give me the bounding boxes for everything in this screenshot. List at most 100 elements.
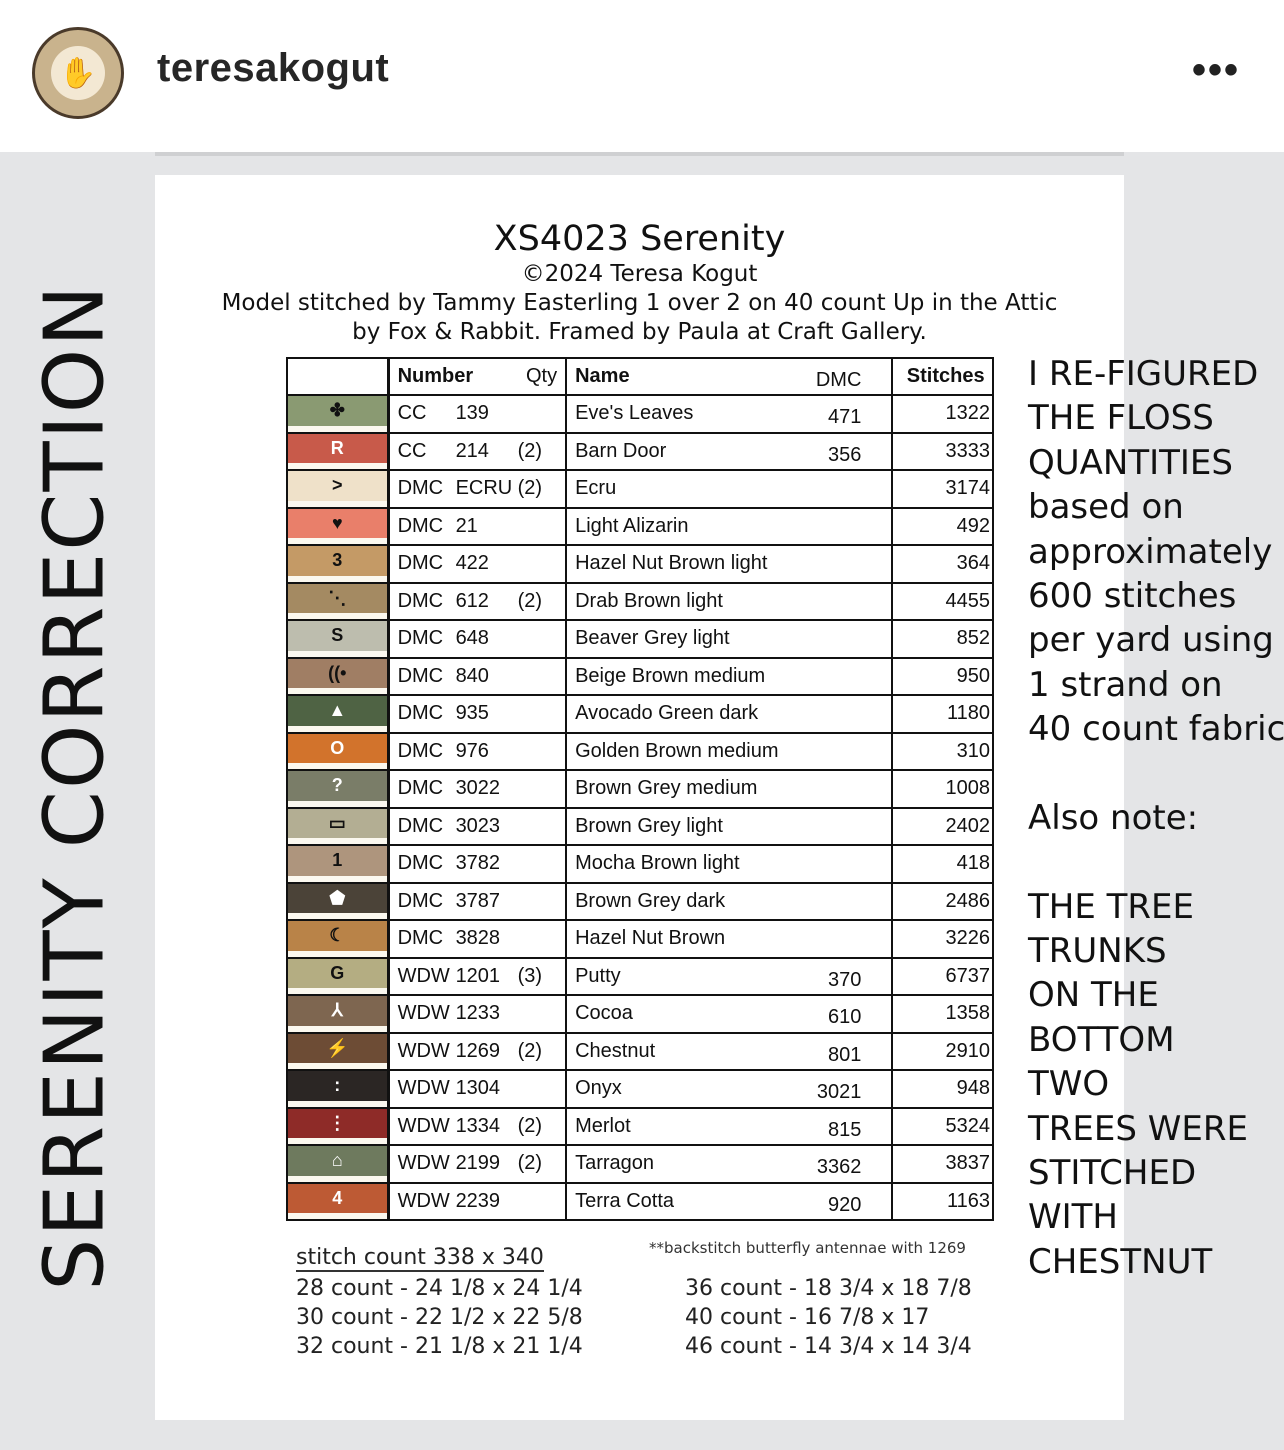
floss-name: Chestnut [575, 1039, 656, 1062]
stitches-cell: 1322 [891, 394, 994, 434]
stitch-count: stitch count 338 x 340 [296, 1245, 544, 1272]
floss-name: Drab Brown light [575, 589, 723, 612]
floss-number: 648 [455, 627, 489, 650]
number-cell: DMC 3022 [387, 769, 568, 809]
color-swatch: 4 [288, 1183, 387, 1213]
color-swatch: ((• [288, 658, 387, 688]
name-cell: Terra Cotta 920 [565, 1181, 894, 1221]
table-row: : WDW 1304 Onyx 3021 948 [285, 1069, 994, 1109]
number-cell: DMC 648 [387, 619, 568, 659]
avatar[interactable]: ✋ [32, 27, 124, 119]
brand: DMC [397, 814, 444, 837]
stitches-cell: 364 [891, 544, 994, 584]
table-row: ⌂ WDW 2199 (2) Tarragon 3362 3837 [285, 1144, 994, 1184]
symbol-cell: > [285, 469, 390, 509]
note-line: based on [1028, 487, 1184, 528]
number-cell: CC 214 (2) [387, 431, 568, 471]
color-swatch: ⚡ [288, 1033, 387, 1063]
name-cell: Ecru [565, 469, 894, 509]
qty: (2) [517, 477, 543, 500]
more-horizontal-icon[interactable]: ••• [1192, 48, 1241, 92]
stitches-cell: 1180 [891, 694, 994, 734]
brand: DMC [397, 702, 444, 725]
swatch-stripe [288, 875, 387, 882]
number-cell: WDW 2199 (2) [387, 1144, 568, 1184]
number-cell: DMC ECRU (2) [387, 469, 568, 509]
brand: WDW [397, 1002, 450, 1025]
stitches-cell: 3174 [891, 469, 994, 509]
floss-name: Hazel Nut Brown [575, 927, 726, 950]
brand: CC [397, 402, 427, 425]
number-cell: DMC 840 [387, 656, 568, 696]
stitches-cell: 3333 [891, 431, 994, 471]
number-cell: WDW 1233 [387, 994, 568, 1034]
qty: (2) [517, 589, 543, 612]
stitches-cell: 492 [891, 506, 994, 546]
size-item: 30 count - 22 1/2 x 22 5/8 [296, 1305, 583, 1330]
swatch-stripe [288, 650, 387, 657]
swatch-stripe [288, 500, 387, 507]
qty: (2) [517, 439, 543, 462]
floss-name: Ecru [575, 477, 617, 500]
number-cell: CC 139 [387, 394, 568, 434]
stitches-cell: 1163 [891, 1181, 994, 1221]
table-header: Number Qty Name DMC Stitches [285, 357, 994, 396]
floss-number: 2239 [455, 1189, 501, 1212]
floss-number: 1269 [455, 1039, 501, 1062]
table-row: 3 DMC 422 Hazel Nut Brown light 364 [285, 544, 994, 584]
swatch-stripe [288, 1175, 387, 1182]
brand: DMC [397, 664, 444, 687]
stitches-cell: 3837 [891, 1144, 994, 1184]
floss-number: 1233 [455, 1002, 501, 1025]
floss-number: 139 [455, 402, 489, 425]
backstitch-note: **backstitch butterfly antennae with 126… [649, 1239, 966, 1257]
username-link[interactable]: teresakogut [157, 46, 390, 90]
note-line: STITCHED [1028, 1153, 1197, 1194]
swatch-stripe [288, 613, 387, 619]
size-item: 28 count - 24 1/8 x 24 1/4 [296, 1276, 583, 1301]
stitches-cell: 950 [891, 656, 994, 696]
floss-number: 3022 [455, 777, 501, 800]
number-cell: WDW 1269 (2) [387, 1031, 568, 1071]
symbol-cell: 3 [285, 544, 390, 584]
name-cell: Tarragon 3362 [565, 1144, 894, 1184]
table-row: ? DMC 3022 Brown Grey medium 1008 [285, 769, 994, 809]
swatch-stripe [288, 725, 387, 732]
qty-label: Qty [525, 365, 558, 387]
note-line: TWO [1028, 1064, 1110, 1105]
symbol-icon: ⋱ [328, 587, 347, 608]
correction-note: I RE-FIGURED THE FLOSS QUANTITIES based on a… [1028, 352, 1284, 1284]
note-line: Also note: [1028, 797, 1199, 838]
dmc-equivalent: 3021 [816, 1081, 862, 1103]
brand: DMC [397, 552, 444, 575]
floss-number: 1201 [455, 964, 501, 987]
floss-name: Merlot [575, 1114, 631, 1137]
dmc-equivalent: 3362 [816, 1156, 862, 1178]
floss-name: Barn Door [575, 439, 667, 462]
table-row: ⬟ DMC 3787 Brown Grey dark 2486 [285, 881, 994, 921]
brand: DMC [397, 477, 444, 500]
size-item: 36 count - 18 3/4 x 18 7/8 [685, 1276, 972, 1301]
name-cell: Onyx 3021 [565, 1069, 894, 1109]
number-cell: DMC 21 [387, 506, 568, 546]
number-cell: WDW 1201 (3) [387, 956, 568, 996]
table-row: > DMC ECRU (2) Ecru 3174 [285, 469, 994, 509]
symbol-icon: ✤ [329, 400, 345, 421]
number-cell: DMC 935 [387, 694, 568, 734]
swatch-stripe [288, 425, 387, 432]
note-line: 600 stitches [1028, 575, 1237, 616]
floss-number: 214 [455, 439, 489, 462]
floss-table: Number Qty Name DMC Stitches ✤ CC 139 Eve's L… [285, 357, 994, 1221]
symbol-cell: O [285, 731, 390, 771]
brand: DMC [397, 852, 444, 875]
color-swatch: ▭ [288, 808, 387, 838]
stitches-cell: 948 [891, 1069, 994, 1109]
symbol-icon: S [331, 625, 344, 646]
symbol-icon: ⌂ [331, 1150, 343, 1171]
dmc-equivalent: 610 [828, 1006, 862, 1028]
floss-name: Terra Cotta [575, 1189, 675, 1212]
note-line: QUANTITIES [1028, 442, 1233, 483]
symbol-icon: ☾ [329, 925, 346, 946]
floss-number: 840 [455, 664, 489, 687]
note-line: ON THE [1028, 975, 1159, 1016]
